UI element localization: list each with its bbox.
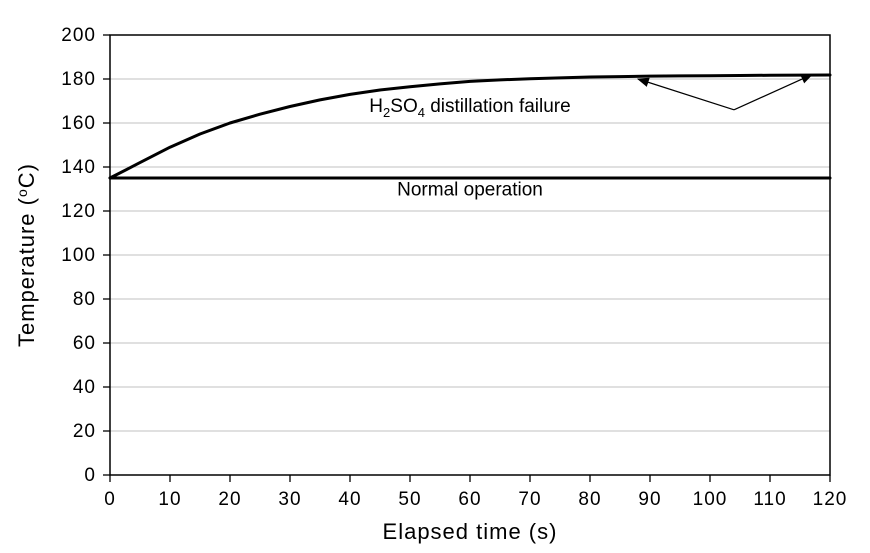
x-tick-label: 90 <box>638 489 661 510</box>
x-tick-label: 10 <box>158 489 181 510</box>
x-tick-label: 20 <box>218 489 241 510</box>
x-tick-label: 120 <box>813 489 848 510</box>
y-tick-label: 140 <box>61 157 96 178</box>
x-tick-label: 100 <box>693 489 728 510</box>
annotation-normal: Normal operation <box>397 180 543 201</box>
x-tick-label: 70 <box>518 489 541 510</box>
x-axis-title: Elapsed time (s) <box>383 519 558 544</box>
y-tick-label: 100 <box>61 245 96 266</box>
y-tick-label: 40 <box>73 377 96 398</box>
y-tick-label: 200 <box>61 25 96 46</box>
y-tick-label: 80 <box>73 289 96 310</box>
annotation-failure: H2SO4 distillation failure <box>369 96 570 120</box>
x-tick-label: 80 <box>578 489 601 510</box>
x-tick-label: 40 <box>338 489 361 510</box>
x-tick-label: 110 <box>753 489 786 510</box>
y-tick-label: 0 <box>84 465 96 486</box>
x-tick-label: 60 <box>458 489 481 510</box>
y-tick-label: 60 <box>73 333 96 354</box>
x-tick-label: 0 <box>104 489 116 510</box>
x-tick-label: 30 <box>278 489 301 510</box>
y-tick-label: 180 <box>61 69 96 90</box>
y-tick-label: 20 <box>73 421 96 442</box>
temperature-chart: 0 10 20 30 40 50 60 70 80 90 100 110 120 0 20 40 60 80 100… <box>0 0 870 553</box>
x-tick-label: 50 <box>398 489 421 510</box>
y-tick-label: 160 <box>61 113 96 134</box>
chart-container: 0 10 20 30 40 50 60 70 80 90 100 110 120 0 20 40 60 80 100… <box>0 0 870 553</box>
y-tick-label: 120 <box>61 201 96 222</box>
